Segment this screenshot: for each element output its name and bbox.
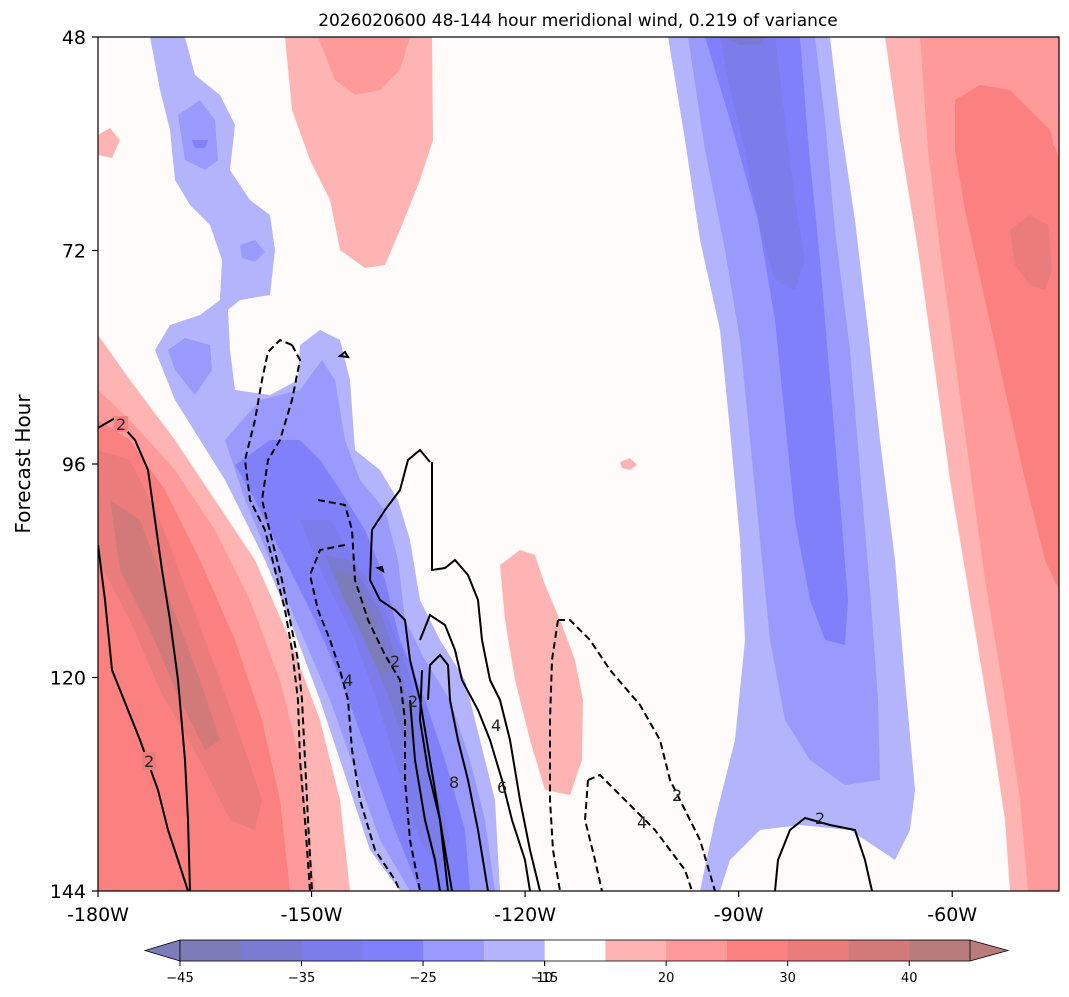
contour-center-neg-4 <box>317 499 421 891</box>
red-spot-1 <box>98 128 120 158</box>
colorbar-frame <box>179 939 971 962</box>
colorbar-tick-label-4: 10 <box>536 971 553 986</box>
contour-west-pos-2-upper <box>98 416 191 891</box>
blue-ridge-west-light-inner <box>178 100 218 170</box>
contour-center-pos-6 <box>419 613 531 891</box>
clabel-east-neg-2: 2 <box>672 786 682 805</box>
blue-patch-small-2 <box>192 140 208 148</box>
chart-title: 2026020600 48-144 hour meridional wind, … <box>318 11 838 31</box>
colorbar-tick-label-3: −15 <box>531 971 558 986</box>
y-tick-label-0: 48 <box>62 27 86 49</box>
colorbar-tick-label-2: −25 <box>409 971 436 986</box>
x-tick-label-2: -120W <box>494 904 556 926</box>
x-tick-label-4: -60W <box>927 904 977 926</box>
x-tick-label-1: -150W <box>281 904 343 926</box>
colorbar-swatch-11 <box>848 940 910 961</box>
clabel-center-neg-2: 2 <box>390 652 400 671</box>
y-tick-label-1: 72 <box>62 241 86 263</box>
clabel-center-neg-4: 4 <box>343 671 353 690</box>
y-tick-label-3: 120 <box>50 668 86 690</box>
clabel-east-neg-4: 4 <box>637 813 647 832</box>
blue-patch-small-3 <box>240 240 265 262</box>
y-tick-label-4: 144 <box>50 881 86 903</box>
colorbar-swatch-0 <box>180 940 242 961</box>
colorbar-swatch-7 <box>605 940 667 961</box>
colorbar-swatch-1 <box>240 940 303 961</box>
contour-labels: 2 2 2 2 4 4 6 8 4 2 2 <box>114 415 825 832</box>
colorbar-tick-label-6: 30 <box>779 971 796 986</box>
contour-lines <box>98 338 873 891</box>
x-tick-label-3: -90W <box>714 904 764 926</box>
contour-center-neg-2 <box>260 344 313 891</box>
blue-band-east-inner <box>705 37 848 645</box>
blue-trough-center-peak <box>335 570 390 675</box>
colorbar-swatch-10 <box>787 940 849 961</box>
contour-west-pos-2-lower <box>98 544 189 891</box>
contour-dot-1 <box>337 350 350 359</box>
clabel-center-pos-4: 4 <box>491 716 501 735</box>
clabel-center-pos-6: 6 <box>497 778 507 797</box>
contour-east-pos-2 <box>774 816 873 891</box>
colorbar-extend-min <box>143 939 181 962</box>
contour-east-neg-4 <box>587 773 693 891</box>
blue-band-east-peak <box>725 37 765 45</box>
colorbar-swatch-2 <box>301 940 363 961</box>
colorbar-swatch-3 <box>362 940 424 961</box>
contour-east-neg-2 <box>558 619 716 891</box>
colorbar-swatch-9 <box>726 940 789 961</box>
contour-east-neg-2b <box>549 619 561 891</box>
contour-center-pos-2 <box>368 448 449 891</box>
y-axis-ticks: 48 72 96 120 144 <box>50 27 98 903</box>
clabel-center-neg-2b: 2 <box>408 692 418 711</box>
blue-band-east-core <box>720 37 805 290</box>
colorbar-swatch-4 <box>423 940 485 961</box>
blue-patch-small-1 <box>168 338 212 395</box>
y-tick-label-2: 96 <box>62 454 86 476</box>
contour-center-neg-2b <box>243 338 311 891</box>
contour-center-pos-4 <box>431 462 541 891</box>
red-spot-east-edge <box>1052 110 1059 150</box>
x-axis-ticks: -180W -150W -120W -90W -60W <box>67 891 977 926</box>
x-tick-label-0: -180W <box>67 904 129 926</box>
red-band-east-inner <box>955 85 1059 590</box>
contour-center-neg-4b <box>308 544 401 891</box>
colorbar-tick-label-5: 20 <box>658 971 675 986</box>
contour-center-pos-8 <box>427 653 489 891</box>
colorbar-tick-label-7: 40 <box>901 971 918 986</box>
clabel-center-pos-8: 8 <box>449 773 459 792</box>
contour-center-pos-8b <box>418 669 453 891</box>
blue-trough-center-deep <box>300 520 450 870</box>
clabel-east-pos-2: 2 <box>815 809 825 828</box>
red-patch-mid <box>500 550 583 795</box>
red-spot-2 <box>620 458 637 470</box>
clabel-west-bottom: 2 <box>144 752 154 771</box>
colorbar-swatch-12 <box>909 940 971 961</box>
red-patch-top-inner <box>318 37 410 95</box>
colorbar-tick-label-0: −45 <box>166 971 193 986</box>
contour-east-neg-4b <box>583 779 603 891</box>
colorbar-extend-max <box>969 939 1010 962</box>
colorbar-swatch-8 <box>666 940 728 961</box>
colorbar-swatch-5 <box>483 940 546 961</box>
clabel-west-top: 2 <box>116 415 126 434</box>
contour-center-pos-8c <box>409 699 441 891</box>
y-axis-label: Forecast Hour <box>11 394 35 534</box>
red-band-east-core <box>1010 215 1052 290</box>
contour-dot-2 <box>375 565 385 574</box>
colorbar-swatch-6 <box>544 940 606 961</box>
red-band-west-peak <box>110 500 220 750</box>
red-patch-top-outer <box>285 37 433 268</box>
colorbar-tick-label-1: −35 <box>288 971 315 986</box>
